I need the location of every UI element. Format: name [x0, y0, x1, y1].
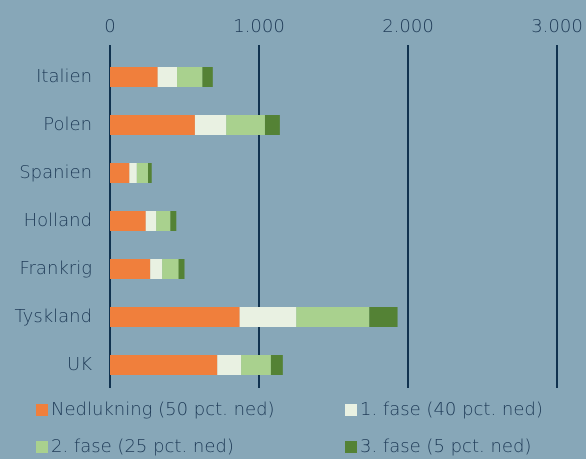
y-tick-label: UK — [67, 354, 92, 375]
bar-segment — [110, 307, 240, 327]
y-tick-label: Tyskland — [14, 306, 92, 327]
y-tick-label: Holland — [24, 210, 92, 231]
bar-segment — [226, 115, 265, 135]
bar-segment — [202, 67, 213, 87]
bar-segment — [110, 211, 146, 231]
y-tick-label: Polen — [43, 114, 92, 135]
bar-segment — [239, 307, 297, 327]
bar-segment — [136, 163, 148, 183]
bar-segment — [264, 115, 280, 135]
bar-segment — [110, 67, 158, 87]
bar-segment — [150, 259, 163, 279]
bar-segment — [129, 163, 137, 183]
legend-label: 1. fase (40 pct. ned) — [360, 399, 543, 420]
legend-swatch — [36, 404, 48, 416]
bar-segment — [178, 259, 185, 279]
bar-segment — [157, 67, 178, 87]
bar-segment — [170, 211, 177, 231]
bar-segment — [296, 307, 370, 327]
legend-label: 2. fase (25 pct. ned) — [51, 436, 234, 457]
bar-segment — [369, 307, 398, 327]
bar-segment — [110, 259, 151, 279]
bar-segment — [156, 211, 171, 231]
y-tick-label: Italien — [36, 66, 92, 87]
legend-swatch — [345, 404, 357, 416]
bar-segment — [241, 355, 271, 375]
bar-segment — [147, 163, 152, 183]
bar-segment — [110, 115, 195, 135]
bar-segment — [110, 163, 130, 183]
bar-segment — [217, 355, 242, 375]
bar-segment — [194, 115, 227, 135]
legend-swatch — [36, 441, 48, 453]
x-tick-label: 0 — [104, 16, 115, 37]
legend-swatch — [345, 441, 357, 453]
bar-segment — [177, 67, 203, 87]
legend-label: 3. fase (5 pct. ned) — [360, 436, 531, 457]
y-tick-label: Frankrig — [19, 258, 92, 279]
legend-label: Nedlukning (50 pct. ned) — [51, 399, 275, 420]
x-tick-label: 1.000 — [233, 16, 285, 37]
bar-segment — [162, 259, 179, 279]
bar-segment — [145, 211, 157, 231]
bar-segment — [270, 355, 283, 375]
x-tick-label: 2.000 — [382, 16, 434, 37]
x-tick-label: 3.000 — [531, 16, 583, 37]
bar-segment — [110, 355, 218, 375]
y-tick-label: Spanien — [19, 162, 92, 183]
